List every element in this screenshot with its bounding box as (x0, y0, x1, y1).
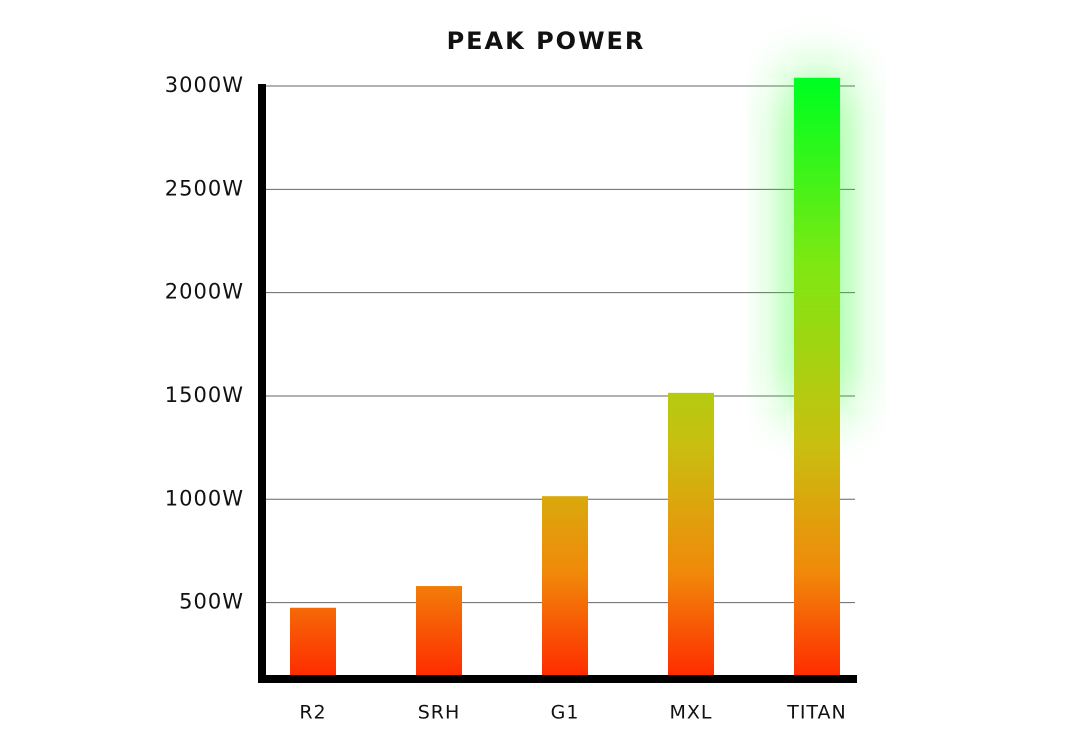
x-tick-label: SRH (418, 702, 461, 724)
chart-title: PEAK POWER (447, 27, 646, 55)
bar (416, 586, 462, 678)
y-tick-label: 1000W (165, 486, 244, 510)
x-tick-label: G1 (551, 702, 580, 724)
y-tick-label: 2500W (165, 176, 244, 200)
y-tick-label: 3000W (165, 73, 244, 97)
bar (794, 77, 840, 678)
y-tick-label: 2000W (165, 280, 244, 304)
y-tick-label: 1500W (165, 383, 244, 407)
x-tick-label: R2 (299, 702, 326, 724)
bar (668, 392, 714, 678)
bar (542, 496, 588, 678)
x-tick-label: TITAN (786, 702, 847, 724)
bar (290, 607, 336, 678)
y-tick-label: 500W (179, 590, 244, 614)
x-tick-label: MXL (670, 702, 713, 724)
